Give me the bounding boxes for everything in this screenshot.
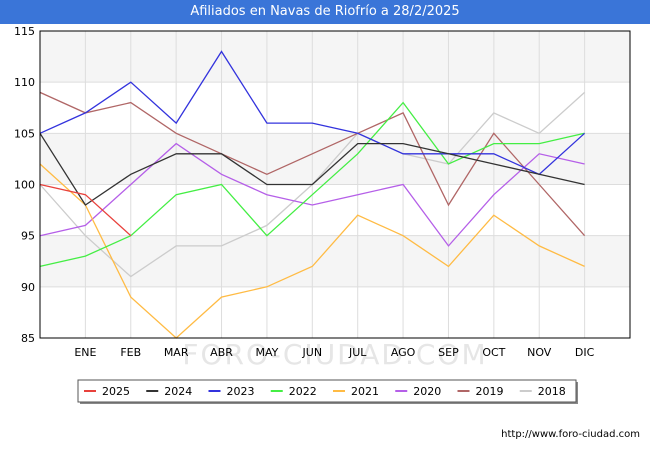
series-line-2025	[39, 183, 132, 237]
y-tick-label: 100	[14, 179, 35, 192]
source-url: http://www.foro-ciudad.com	[501, 429, 640, 440]
legend-label-2022: 2022	[289, 385, 317, 398]
watermark: FORO-CIUDAD.COM	[182, 338, 487, 371]
series-line-2019	[39, 91, 586, 237]
y-tick-label: 110	[14, 76, 35, 89]
legend-label-2023: 2023	[227, 385, 255, 398]
y-tick-label: 90	[21, 281, 35, 294]
legend-label-2025: 2025	[102, 385, 130, 398]
x-tick-label: ABR	[210, 346, 233, 359]
x-tick-label: ENE	[74, 346, 96, 359]
y-tick-label: 85	[21, 332, 35, 345]
x-tick-label: NOV	[527, 346, 552, 359]
series-line-2024	[39, 132, 585, 206]
grid-band	[40, 235, 630, 287]
x-tick-label: SEP	[438, 346, 459, 359]
y-tick-label: 95	[21, 230, 35, 243]
legend-box	[77, 379, 577, 403]
y-tick-label: 105	[14, 127, 35, 140]
x-tick-label: MAR	[164, 346, 189, 359]
y-tick-label: 115	[14, 25, 35, 38]
legend-label-2020: 2020	[413, 385, 441, 398]
legend-label-2019: 2019	[476, 385, 504, 398]
chart-title: Afiliados en Navas de Riofrío a 28/2/202…	[0, 0, 650, 24]
series-line-2023	[39, 50, 586, 176]
y-axis-ticks: 85 90 95 100 105 110 115	[14, 25, 35, 345]
series-line-2021	[39, 163, 585, 339]
legend-label-2024: 2024	[164, 385, 192, 398]
legend: 2025 2024 2023 2022 2021 2020 2019 2018	[77, 379, 578, 404]
x-tick-label: OCT	[482, 346, 505, 359]
series-lines	[39, 50, 586, 339]
legend-label-2021: 2021	[351, 385, 379, 398]
x-tick-label: MAY	[255, 346, 278, 359]
x-tick-label: AGO	[391, 346, 416, 359]
plot-border	[39, 30, 631, 339]
x-tick-label: DIC	[575, 346, 595, 359]
legend-label-2018: 2018	[538, 385, 566, 398]
x-tick-label: JUN	[302, 346, 323, 359]
grid-band	[40, 31, 630, 83]
x-tick-label: FEB	[120, 346, 141, 359]
x-tick-label: JUL	[348, 346, 367, 359]
series-line-2020	[39, 142, 585, 247]
x-axis-ticks: ENE FEB MAR ABR MAY JUN JUL AGO SEP OCT NOV DIC	[74, 346, 594, 359]
